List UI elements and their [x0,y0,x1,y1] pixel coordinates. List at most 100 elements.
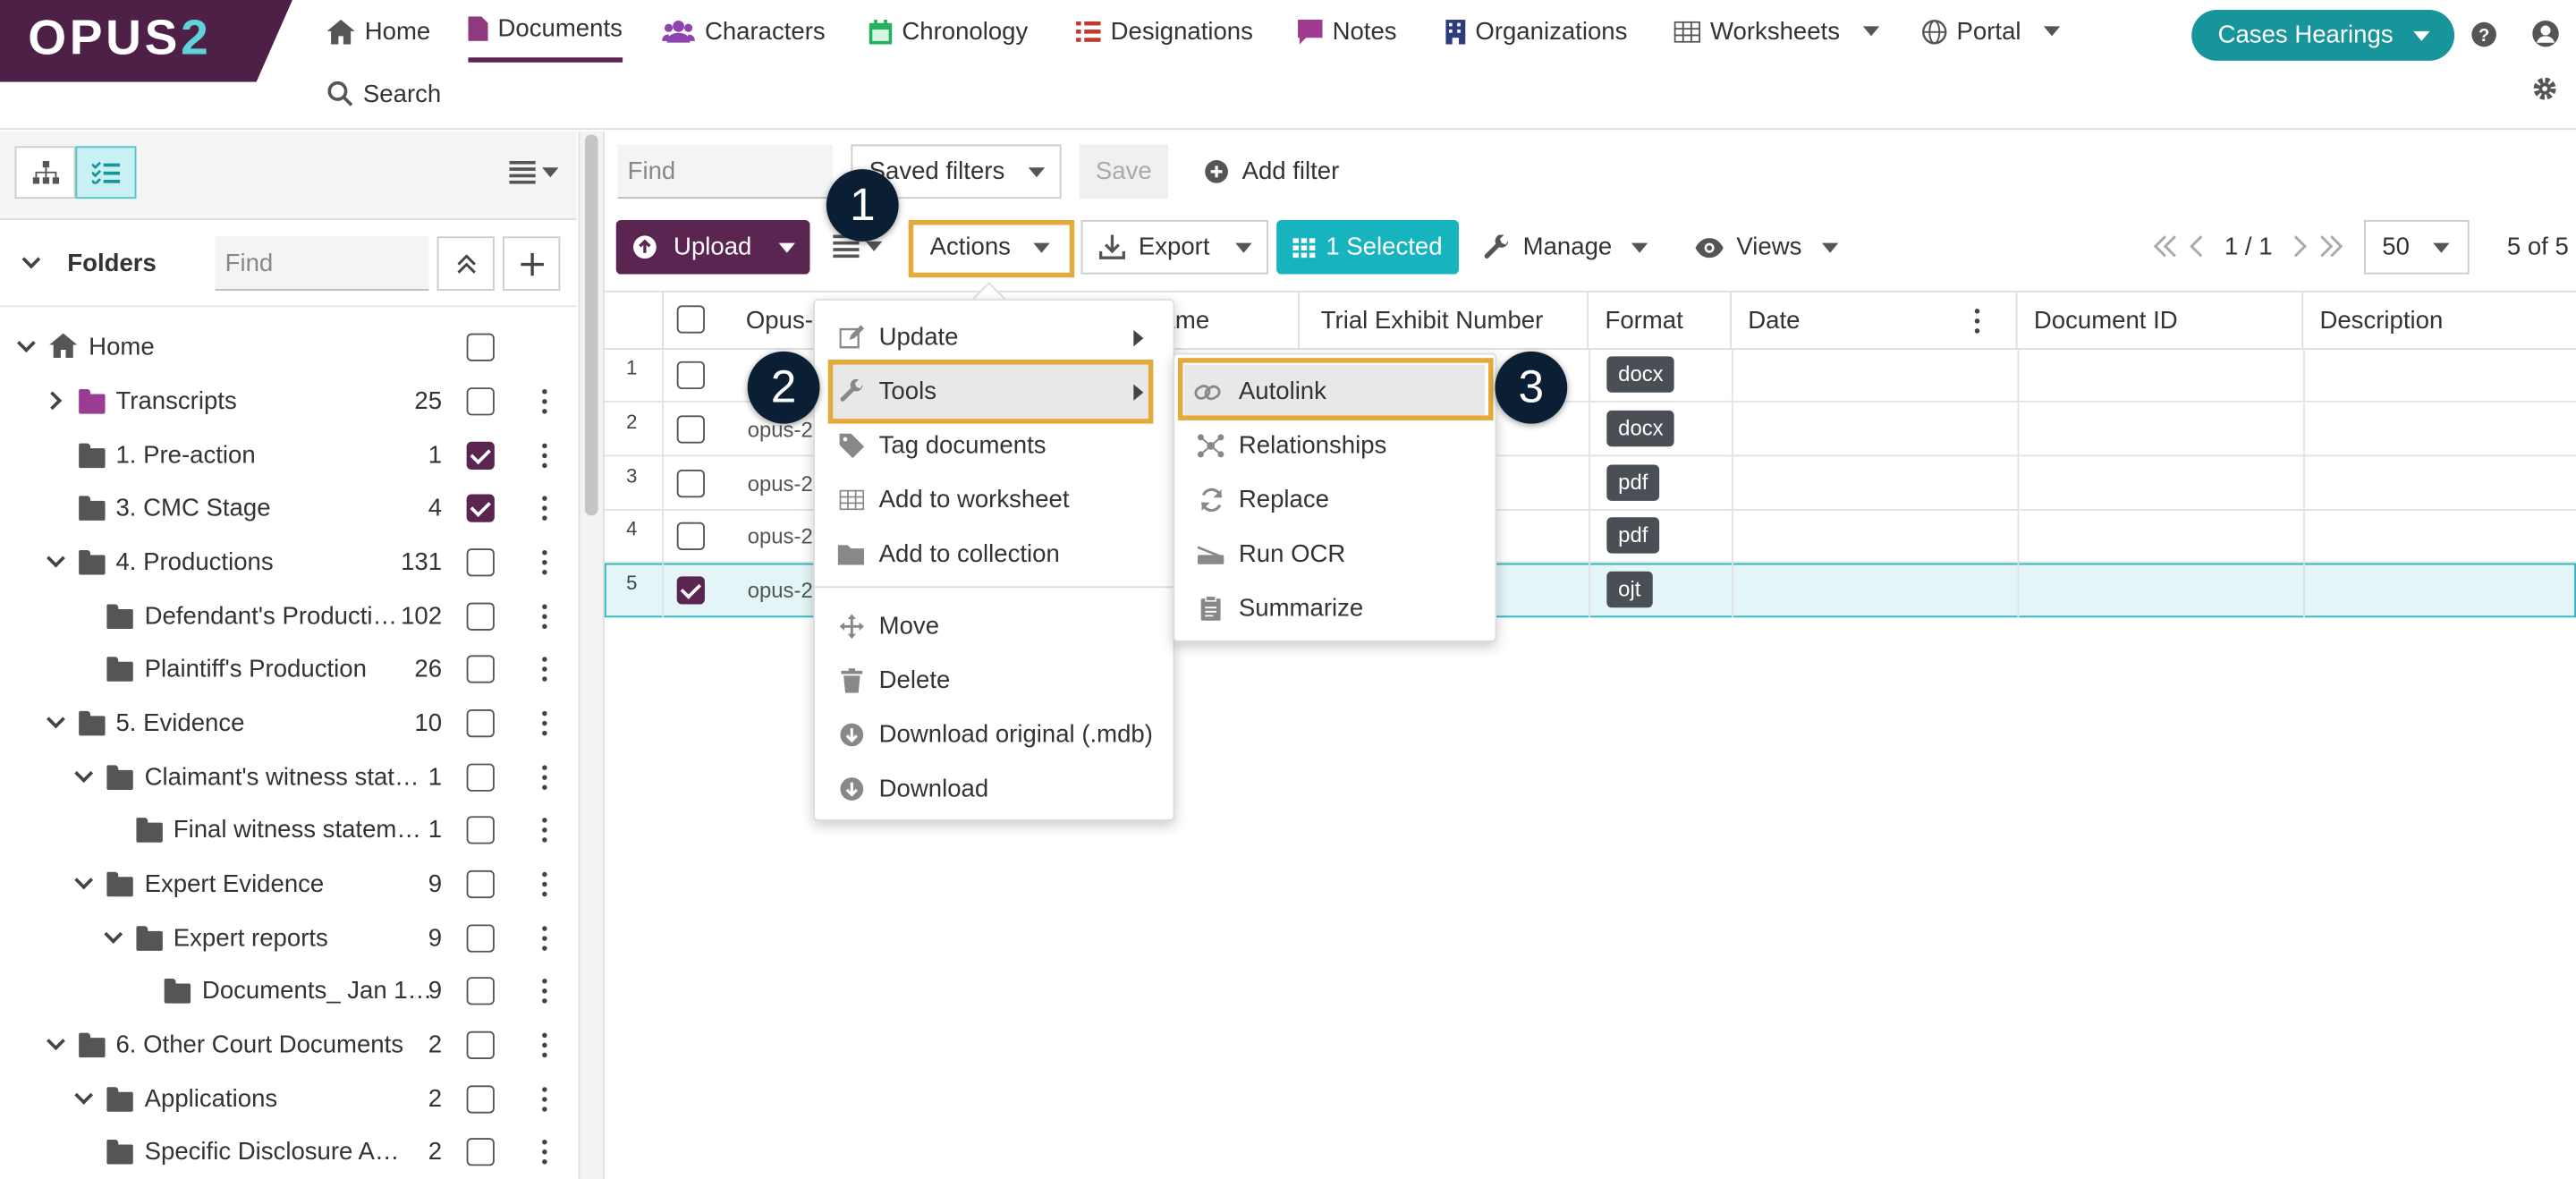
menu-item-download-original[interactable]: Download original (.mdb) [815,708,1173,762]
manage-button[interactable]: Manage [1484,220,1648,275]
tree-item-checkbox[interactable] [466,977,495,1005]
nav-designations[interactable]: Designations [1076,0,1253,63]
column-menu-icon[interactable] [1973,309,1979,335]
more-options-icon[interactable] [540,710,547,737]
expanded-chevron-icon[interactable] [74,1085,94,1105]
column-opus[interactable]: Opus- [730,293,816,348]
tree-item[interactable]: Specific Disclosure A… 2 [0,1124,577,1179]
menu-item-tag-documents[interactable]: Tag documents [815,419,1173,473]
more-options-icon[interactable] [540,926,547,952]
menu-item-run-ocr[interactable]: Run OCR [1174,527,1495,581]
tree-item-checkbox[interactable] [466,869,495,899]
tree-item[interactable]: Applications 2 [0,1073,577,1127]
menu-item-add-to-collection[interactable]: Add to collection [815,527,1173,581]
opus2-logo[interactable]: OPUS2 [0,0,292,82]
row-checkbox[interactable] [676,576,705,605]
document-find-input[interactable]: Find [617,144,834,199]
menu-item-replace[interactable]: Replace [1174,473,1495,528]
more-options-icon[interactable] [540,871,547,898]
tree-item[interactable]: Expert reports 9 [0,912,577,966]
nav-organizations[interactable]: Organizations [1445,0,1627,63]
add-folder-button[interactable] [503,236,561,291]
menu-item-relationships[interactable]: Relationships [1174,419,1495,473]
first-page-icon[interactable] [2153,234,2177,258]
row-checkbox[interactable] [676,415,705,444]
column-name[interactable]: ame [1155,292,1300,349]
more-options-icon[interactable] [540,818,547,844]
collapsed-chevron-icon[interactable] [42,391,62,411]
selected-count-button[interactable]: 1 Selected [1276,219,1460,275]
tree-item-checkbox[interactable] [466,816,495,844]
row-checkbox[interactable] [676,360,705,390]
nav-notes[interactable]: Notes [1298,0,1397,63]
save-filter-button[interactable]: Save [1079,144,1168,199]
row-checkbox[interactable] [676,522,705,550]
expanded-chevron-icon[interactable] [46,548,64,568]
collapse-chevron-icon[interactable] [21,250,41,269]
column-description[interactable]: Description [2303,293,2576,348]
nav-search[interactable]: Search [327,63,441,125]
tree-item[interactable]: Home [0,320,577,375]
tree-item[interactable]: Final witness statem… 1 [0,803,577,858]
menu-item-tools[interactable]: Tools [831,364,1154,420]
column-document-id[interactable]: Document ID [2018,292,2304,349]
add-filter-button[interactable]: Add filter [1204,145,1339,199]
menu-item-delete[interactable]: Delete [815,654,1173,708]
expanded-chevron-icon[interactable] [103,925,123,944]
expanded-chevron-icon[interactable] [74,764,94,783]
menu-item-add-to-worksheet[interactable]: Add to worksheet [815,473,1173,528]
tree-item[interactable]: 4. Productions 131 [0,535,577,590]
tree-item-checkbox[interactable] [466,655,495,683]
tree-item-checkbox[interactable] [466,1138,495,1166]
tree-item[interactable]: Documents_ Jan 1… 9 [0,964,577,1019]
tree-item[interactable]: Claimant's witness stat… 1 [0,751,577,805]
nav-worksheets[interactable]: Worksheets [1674,0,1880,63]
folder-find-input[interactable]: Find [215,236,429,291]
tree-item-checkbox[interactable] [466,441,495,470]
help-icon[interactable]: ? [2470,21,2496,47]
menu-item-move[interactable]: Move [815,599,1173,654]
views-button[interactable]: Views [1695,220,1838,275]
upload-button[interactable]: Upload [615,219,810,275]
more-options-icon[interactable] [540,389,547,415]
column-date[interactable]: Date [1732,292,2018,349]
list-options-button[interactable] [509,160,559,184]
prev-page-icon[interactable] [2190,234,2203,258]
tree-item[interactable]: 6. Other Court Documents 2 [0,1018,577,1073]
column-trial-exhibit[interactable]: Trial Exhibit Number [1301,292,1589,349]
tree-item[interactable]: Plaintiff's Production 26 [0,642,577,697]
more-options-icon[interactable] [540,549,547,576]
more-options-icon[interactable] [540,657,547,683]
nav-portal[interactable]: Portal [1922,0,2061,63]
tree-item-checkbox[interactable] [466,1085,495,1114]
table-row[interactable] [604,403,2576,457]
more-options-icon[interactable] [540,765,547,791]
more-options-icon[interactable] [540,979,547,1005]
tree-item[interactable]: Defendant's Producti… 102 [0,590,577,644]
tree-item-checkbox[interactable] [466,763,495,792]
actions-button[interactable]: Actions [930,220,1051,275]
settings-gear-icon[interactable] [2531,75,2557,101]
tree-item-checkbox[interactable] [466,1031,495,1059]
left-panel-scrollbar[interactable] [578,131,605,1179]
collapse-all-button[interactable] [436,236,495,291]
tree-item[interactable]: 5. Evidence 10 [0,696,577,751]
tree-item-checkbox[interactable] [466,602,495,631]
column-format[interactable]: Format [1589,292,1732,349]
scrollbar-thumb[interactable] [584,134,598,516]
expanded-chevron-icon[interactable] [16,334,36,353]
menu-item-update[interactable]: Update [815,310,1173,365]
nav-documents[interactable]: Documents [468,0,623,63]
expanded-chevron-icon[interactable] [46,1031,64,1051]
tree-item[interactable]: 3. CMC Stage 4 [0,481,577,536]
nav-characters[interactable]: Characters [662,0,826,63]
case-selector-button[interactable]: Cases Hearings [2191,10,2455,61]
tree-item[interactable]: Expert Evidence 9 [0,857,577,912]
checklist-view-button[interactable] [75,146,137,199]
menu-item-autolink[interactable]: Autolink [1184,364,1486,420]
row-opus-id[interactable]: opus-2 [747,523,813,549]
tree-item-checkbox[interactable] [466,494,495,522]
more-options-icon[interactable] [540,496,547,522]
tree-item[interactable]: 1. Pre-action 1 [0,428,577,483]
more-options-icon[interactable] [540,1139,547,1166]
